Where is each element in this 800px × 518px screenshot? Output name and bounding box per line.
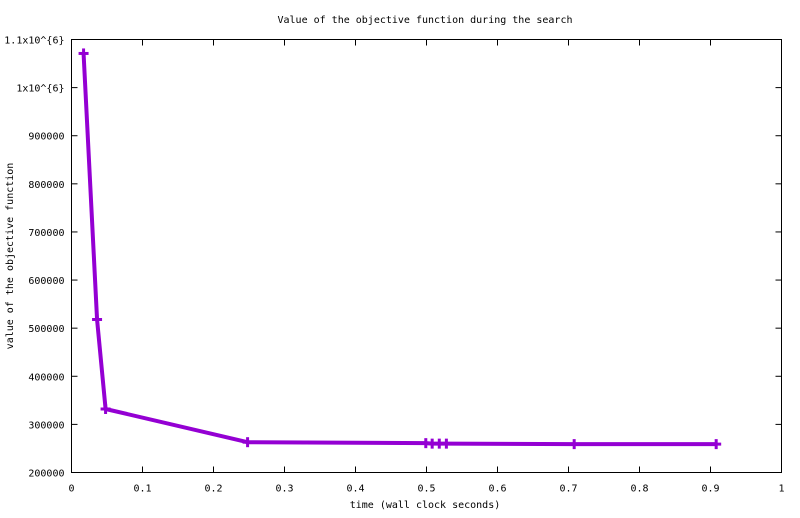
y-tick-label: 1.1x10^{6} [4, 36, 64, 47]
data-point [92, 314, 103, 325]
plot-frame [71, 39, 782, 473]
chart-title: Value of the objective function during t… [277, 15, 572, 26]
y-tick-label: 900000 [28, 132, 64, 143]
y-axis-label: value of the objective function [5, 163, 16, 350]
y-tick-label: 600000 [28, 276, 64, 287]
x-tick-label: 0.7 [559, 484, 577, 495]
x-tick-label: 0.2 [204, 484, 222, 495]
y-tick-label: 400000 [28, 372, 64, 383]
data-point [569, 439, 580, 450]
y-tick-label: 700000 [28, 228, 64, 239]
data-point [441, 438, 452, 449]
x-tick-label: 0.4 [346, 484, 364, 495]
x-tick-label: 0 [68, 484, 74, 495]
data-point [100, 403, 111, 414]
data-point [242, 437, 253, 448]
y-tick-label: 500000 [28, 324, 64, 335]
x-tick-label: 0.1 [133, 484, 151, 495]
y-tick-label: 200000 [28, 469, 64, 480]
series-line [78, 48, 722, 450]
x-tick-label: 0.8 [630, 484, 648, 495]
data-point [78, 48, 89, 59]
x-axis-label: time (wall clock seconds) [350, 500, 501, 511]
series-path [81, 53, 717, 447]
x-tick-label: 0.5 [417, 484, 435, 495]
x-tick-label: 0.9 [701, 484, 719, 495]
y-tick-label: 1x10^{6} [16, 84, 64, 95]
y-tick-label: 300000 [28, 420, 64, 431]
x-tick-label: 1 [778, 484, 784, 495]
x-tick-label: 0.3 [275, 484, 293, 495]
x-tick-label: 0.6 [488, 484, 506, 495]
y-tick-label: 800000 [28, 180, 64, 191]
data-point [711, 439, 722, 450]
axis-ticks: 0 0.1 0.2 0.3 0.4 0.5 0.6 0.7 0.8 0.9 1 200000 30000… [4, 36, 784, 495]
